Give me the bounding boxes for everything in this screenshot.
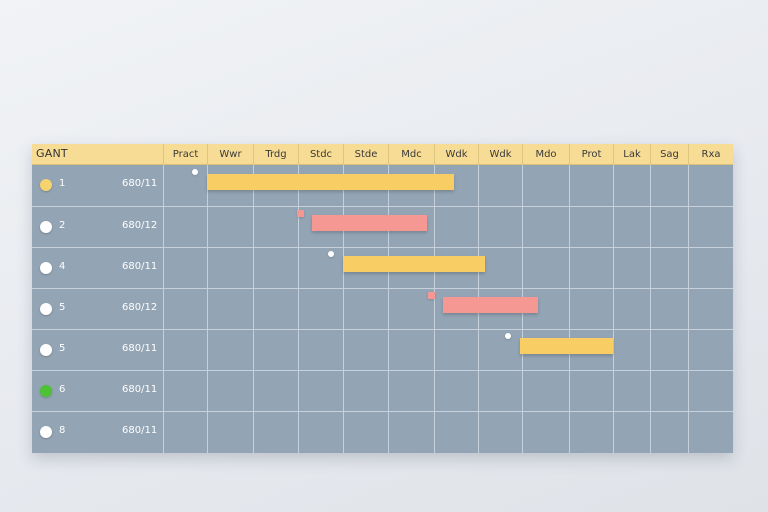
grid-line xyxy=(688,165,689,453)
header-column[interactable]: Mdo xyxy=(522,144,569,165)
grid-line xyxy=(298,165,299,453)
header-column[interactable]: Mdc xyxy=(388,144,434,165)
task-bar[interactable] xyxy=(519,338,613,354)
row-number: 4 xyxy=(59,261,66,272)
header-column[interactable]: Prot xyxy=(569,144,613,165)
header-column[interactable]: Rxa xyxy=(688,144,733,165)
row-number: 6 xyxy=(59,384,66,395)
header-column[interactable]: Stdc xyxy=(298,144,343,165)
row-code: 680/11 xyxy=(122,261,158,272)
row-code: 680/12 xyxy=(122,302,158,313)
row-number: 1 xyxy=(59,178,66,189)
status-dot[interactable] xyxy=(40,344,52,356)
grid-line xyxy=(207,165,208,453)
grid-line xyxy=(253,165,254,453)
status-dot[interactable] xyxy=(40,262,52,274)
header-column[interactable]: Wdk xyxy=(434,144,478,165)
row-code: 680/11 xyxy=(122,343,158,354)
row-number: 8 xyxy=(59,425,66,436)
row-code: 680/12 xyxy=(122,220,158,231)
grid-line xyxy=(388,165,389,453)
header-column[interactable]: Sag xyxy=(650,144,688,165)
task-start-marker xyxy=(504,333,511,339)
gantt-chart: GANT Pract Wwr Trdg Stdc Stde Mdc Wdk Wdk Mdo Pro… xyxy=(32,144,733,453)
header-column[interactable]: Stde xyxy=(343,144,388,165)
header-column[interactable]: Wdk xyxy=(478,144,522,165)
row-code: 680/11 xyxy=(122,178,158,189)
task-bar[interactable] xyxy=(207,174,454,190)
gantt-title: GANT xyxy=(36,147,68,160)
task-row[interactable]: 5 680/12 xyxy=(32,288,733,329)
task-row[interactable]: 1 680/11 xyxy=(32,165,733,206)
task-bar[interactable] xyxy=(311,215,428,231)
task-bar[interactable] xyxy=(442,297,539,313)
task-row[interactable]: 4 680/11 xyxy=(32,247,733,288)
task-start-marker xyxy=(192,169,198,175)
header-column[interactable]: Lak xyxy=(613,144,650,165)
row-code: 680/11 xyxy=(122,425,158,436)
task-start-marker xyxy=(296,210,304,217)
grid-line xyxy=(163,165,164,453)
header-column[interactable]: Pract xyxy=(163,144,207,165)
grid-line xyxy=(434,165,435,453)
row-number: 5 xyxy=(59,302,66,313)
grid-line xyxy=(650,165,651,453)
task-start-marker xyxy=(427,292,435,299)
status-dot[interactable] xyxy=(40,221,52,233)
task-bar[interactable] xyxy=(343,256,485,272)
status-dot[interactable] xyxy=(40,303,52,315)
row-number: 2 xyxy=(59,220,66,231)
grid-line xyxy=(613,165,614,453)
header-column[interactable]: Wwr xyxy=(207,144,253,165)
row-number: 5 xyxy=(59,343,66,354)
status-dot[interactable] xyxy=(40,385,52,397)
task-row[interactable]: 5 680/11 xyxy=(32,329,733,370)
task-row[interactable]: 8 680/11 xyxy=(32,411,733,452)
row-code: 680/11 xyxy=(122,384,158,395)
status-dot[interactable] xyxy=(40,426,52,438)
grid-line xyxy=(343,165,344,453)
gantt-header: GANT Pract Wwr Trdg Stdc Stde Mdc Wdk Wdk Mdo Pro… xyxy=(32,144,733,165)
task-row[interactable]: 2 680/12 xyxy=(32,206,733,247)
task-start-marker xyxy=(328,251,334,257)
grid-line xyxy=(569,165,570,453)
status-dot[interactable] xyxy=(40,179,52,191)
task-row[interactable]: 6 680/11 xyxy=(32,370,733,411)
header-column[interactable]: Trdg xyxy=(253,144,298,165)
